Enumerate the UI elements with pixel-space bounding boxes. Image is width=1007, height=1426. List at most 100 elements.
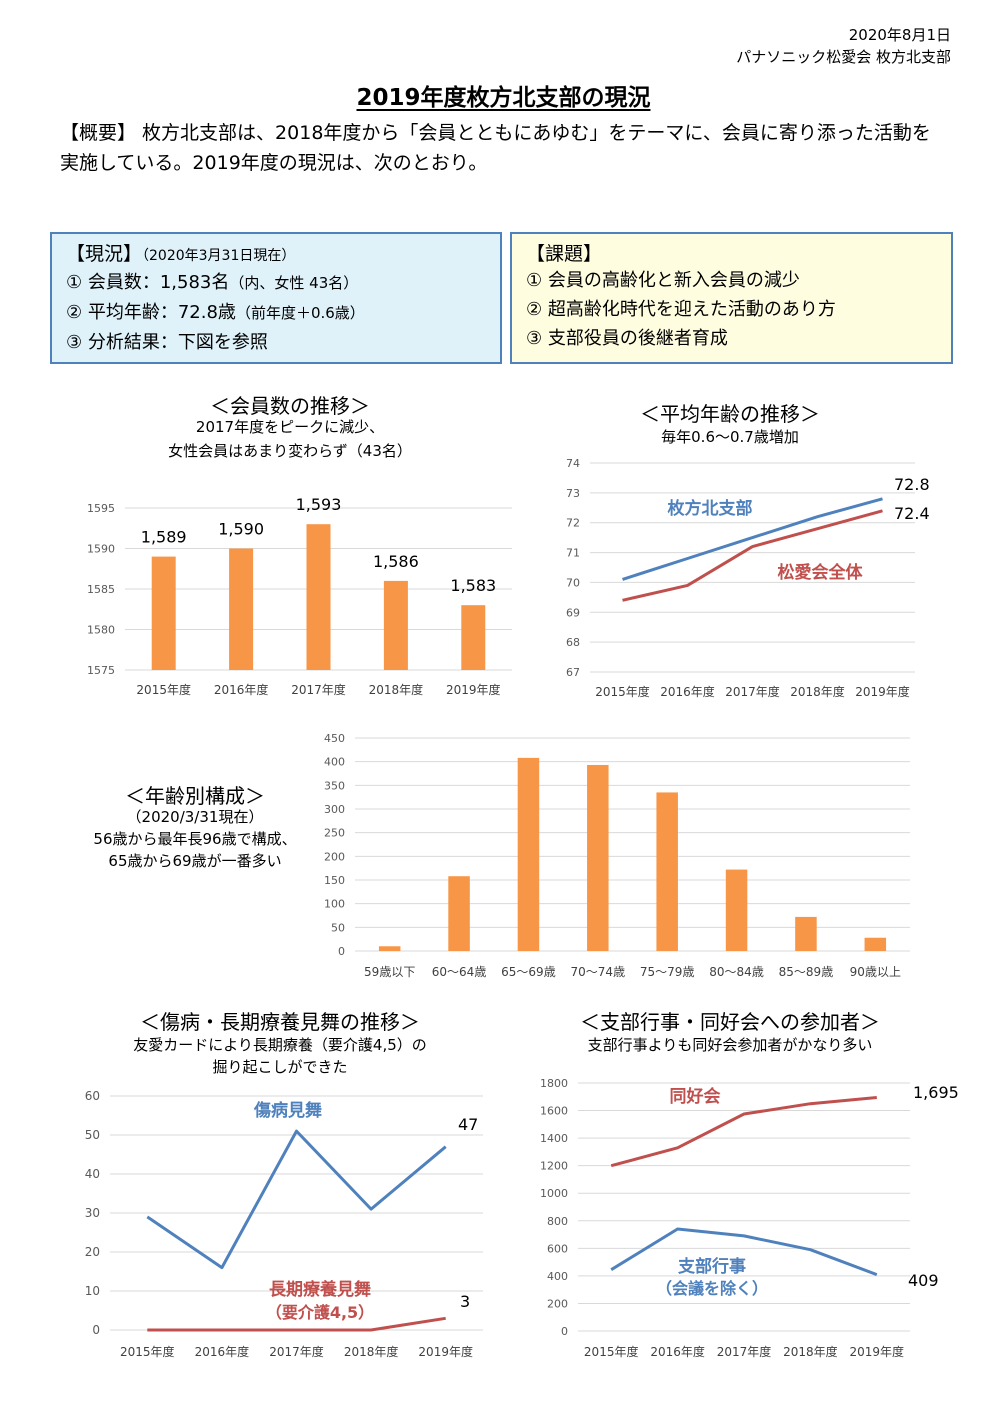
data-label: 72.4 bbox=[894, 504, 930, 523]
y-tick-label: 1595 bbox=[87, 502, 115, 515]
status-age-value: ② 平均年齢：72.8歳 bbox=[66, 302, 236, 323]
y-tick-label: 30 bbox=[85, 1206, 100, 1220]
y-tick-label: 450 bbox=[324, 732, 345, 745]
x-tick-label: 2016年度 bbox=[660, 684, 715, 699]
events-chart-subtitle: 支部行事よりも同好会参加者がかなり多い bbox=[587, 1036, 873, 1054]
x-tick-label: 90歳以上 bbox=[850, 965, 901, 979]
y-tick-label: 0 bbox=[92, 1323, 100, 1337]
x-tick-label: 80～84歳 bbox=[709, 965, 764, 979]
status-heading: 【現況】 bbox=[66, 243, 143, 265]
y-tick-label: 400 bbox=[324, 756, 345, 769]
x-tick-label: 75～79歳 bbox=[640, 965, 695, 979]
y-tick-label: 1590 bbox=[87, 543, 115, 556]
age-dist-chart-title: ＜年齢別構成＞ bbox=[125, 784, 265, 808]
age-dist-chart-subtitle: 56歳から最年長96歳で構成、 bbox=[93, 830, 297, 848]
status-line-age: ② 平均年齢：72.8歳（前年度＋0.6歳） bbox=[66, 298, 486, 328]
status-line-analysis: ③ 分析結果：下図を参照 bbox=[66, 332, 268, 353]
y-tick-label: 1600 bbox=[540, 1105, 568, 1118]
data-label: 1,583 bbox=[450, 576, 496, 595]
y-tick-label: 300 bbox=[324, 803, 345, 816]
series-line bbox=[146, 1129, 447, 1270]
age-dist-chart-subtitle: （2020/3/31現在） bbox=[126, 808, 264, 826]
y-tick-label: 73 bbox=[566, 487, 580, 500]
y-tick-label: 150 bbox=[324, 874, 345, 887]
bar bbox=[229, 548, 254, 670]
y-tick-label: 70 bbox=[566, 576, 580, 589]
x-tick-label: 85～89歳 bbox=[779, 965, 834, 979]
y-tick-label: 200 bbox=[547, 1297, 568, 1310]
x-tick-label: 2018年度 bbox=[783, 1344, 838, 1359]
status-line-members: ① 会員数：1,583名（内、女性 43名） bbox=[66, 268, 486, 298]
page-title: 2019年度枚方北支部の現況 bbox=[0, 78, 1007, 112]
bar bbox=[725, 869, 748, 951]
y-tick-label: 72 bbox=[566, 517, 580, 530]
data-label: 1,586 bbox=[373, 552, 419, 571]
y-tick-label: 1800 bbox=[540, 1077, 568, 1090]
y-tick-label: 74 bbox=[566, 457, 580, 470]
bar bbox=[795, 916, 817, 951]
events-line-chart: 0 200 400 600 800 1000 1200 1400 1600 1800 2015年度 2… bbox=[540, 1077, 959, 1359]
bar bbox=[656, 792, 678, 951]
y-tick-label: 50 bbox=[85, 1128, 100, 1142]
x-tick-label: 2018年度 bbox=[344, 1344, 399, 1359]
x-tick-label: 2019年度 bbox=[418, 1344, 473, 1359]
x-tick-label: 2015年度 bbox=[136, 682, 191, 697]
y-tick-label: 600 bbox=[547, 1242, 568, 1255]
y-tick-label: 1400 bbox=[540, 1132, 568, 1145]
y-tick-label: 71 bbox=[566, 547, 580, 560]
x-tick-label: 59歳以下 bbox=[364, 965, 415, 979]
series-line bbox=[622, 497, 883, 581]
series-label: 同好会 bbox=[670, 1086, 721, 1107]
issue-item: ① 会員の高齢化と新入会員の減少 bbox=[526, 270, 800, 291]
x-tick-label: 2015年度 bbox=[120, 1344, 175, 1359]
series-label: 枚方北支部 bbox=[668, 498, 753, 519]
y-tick-label: 67 bbox=[566, 666, 580, 679]
data-label: 409 bbox=[908, 1271, 939, 1290]
members-chart-subtitle: 2017年度をピークに減少、 bbox=[195, 418, 385, 436]
x-tick-label: 65～69歳 bbox=[501, 965, 556, 979]
series-line bbox=[147, 1316, 446, 1332]
bar bbox=[306, 524, 331, 670]
y-tick-label: 68 bbox=[566, 636, 580, 649]
series-line bbox=[622, 509, 883, 602]
page-title-text: 2019年度枚方北支部の現況 bbox=[356, 85, 651, 111]
x-tick-label: 2016年度 bbox=[214, 682, 269, 697]
age-dist-bar-chart: 0 50 100 150 200 250 300 350 400 450 59歳以下 60～64歳 65… bbox=[324, 732, 910, 979]
x-tick-label: 2017年度 bbox=[717, 1344, 772, 1359]
x-tick-label: 2017年度 bbox=[725, 684, 780, 699]
status-members-value: ① 会員数：1,583名 bbox=[66, 272, 230, 293]
y-tick-label: 69 bbox=[566, 606, 580, 619]
y-tick-label: 350 bbox=[324, 779, 345, 792]
bar bbox=[517, 757, 540, 951]
x-tick-label: 2018年度 bbox=[369, 682, 424, 697]
x-tick-label: 70～74歳 bbox=[571, 965, 626, 979]
events-chart-title: ＜支部行事・同好会への参加者＞ bbox=[580, 1010, 880, 1034]
bar bbox=[378, 946, 401, 951]
x-tick-label: 2015年度 bbox=[595, 684, 650, 699]
overview-text: 枚方北支部は、2018年度から「会員とともにあゆむ」をテーマに、会員に寄り添った… bbox=[60, 122, 931, 174]
bar bbox=[461, 605, 486, 670]
issues-box: 【課題】 ① 会員の高齢化と新入会員の減少 ② 超高齢化時代を迎えた活動のあり方… bbox=[510, 232, 953, 364]
x-tick-label: 2019年度 bbox=[855, 684, 910, 699]
visits-chart-subtitle: 掘り起こしができた bbox=[212, 1058, 348, 1076]
data-label: 1,589 bbox=[141, 528, 187, 547]
y-tick-label: 50 bbox=[331, 921, 345, 934]
y-tick-label: 40 bbox=[85, 1167, 100, 1181]
y-tick-label: 60 bbox=[85, 1089, 100, 1103]
bar bbox=[151, 556, 176, 670]
members-chart-title: ＜会員数の推移＞ bbox=[210, 394, 370, 418]
bar bbox=[383, 580, 408, 670]
y-tick-label: 0 bbox=[561, 1325, 568, 1338]
y-tick-label: 20 bbox=[85, 1245, 100, 1259]
organization-name: パナソニック松愛会 枚方北支部 bbox=[736, 48, 951, 66]
x-tick-label: 2017年度 bbox=[291, 682, 346, 697]
y-tick-label: 10 bbox=[85, 1284, 100, 1298]
series-label-note: （会議を除く） bbox=[656, 1279, 768, 1298]
x-tick-label: 2019年度 bbox=[446, 682, 501, 697]
status-age-note: （前年度＋0.6歳） bbox=[235, 304, 365, 322]
visits-chart-title: ＜傷病・長期療養見舞の推移＞ bbox=[140, 1010, 420, 1034]
status-as-of: （2020年3月31日現在） bbox=[142, 248, 296, 264]
series-label: 長期療養見舞 bbox=[269, 1279, 371, 1300]
overview-paragraph: 【概要】 枚方北支部は、2018年度から「会員とともにあゆむ」をテーマに、会員に… bbox=[60, 118, 940, 178]
x-tick-label: 2018年度 bbox=[790, 684, 845, 699]
